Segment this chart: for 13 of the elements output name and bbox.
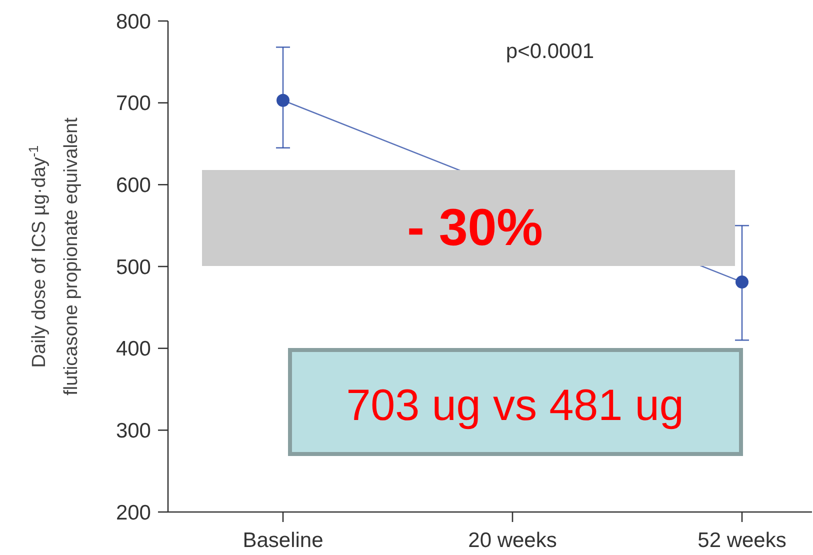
x-tick-label: 52 weeks (698, 529, 786, 552)
y-tick-label: 700 (116, 92, 151, 116)
x-tick-label: Baseline (242, 529, 324, 552)
annotation: p<0.0001 (506, 40, 594, 63)
y-tick-label: 600 (116, 174, 151, 198)
y-tick-label: 500 (116, 256, 151, 279)
y-tick-label: 300 (116, 420, 151, 443)
y-tick-label: 800 (116, 10, 151, 34)
y-tick-label: 200 (116, 501, 151, 524)
x-tick-label: 20 weeks (468, 529, 557, 552)
annotation: 703 ug vs 481 ug (346, 381, 684, 430)
annotation: - 30% (407, 199, 543, 257)
y-tick-label: 400 (116, 338, 151, 361)
